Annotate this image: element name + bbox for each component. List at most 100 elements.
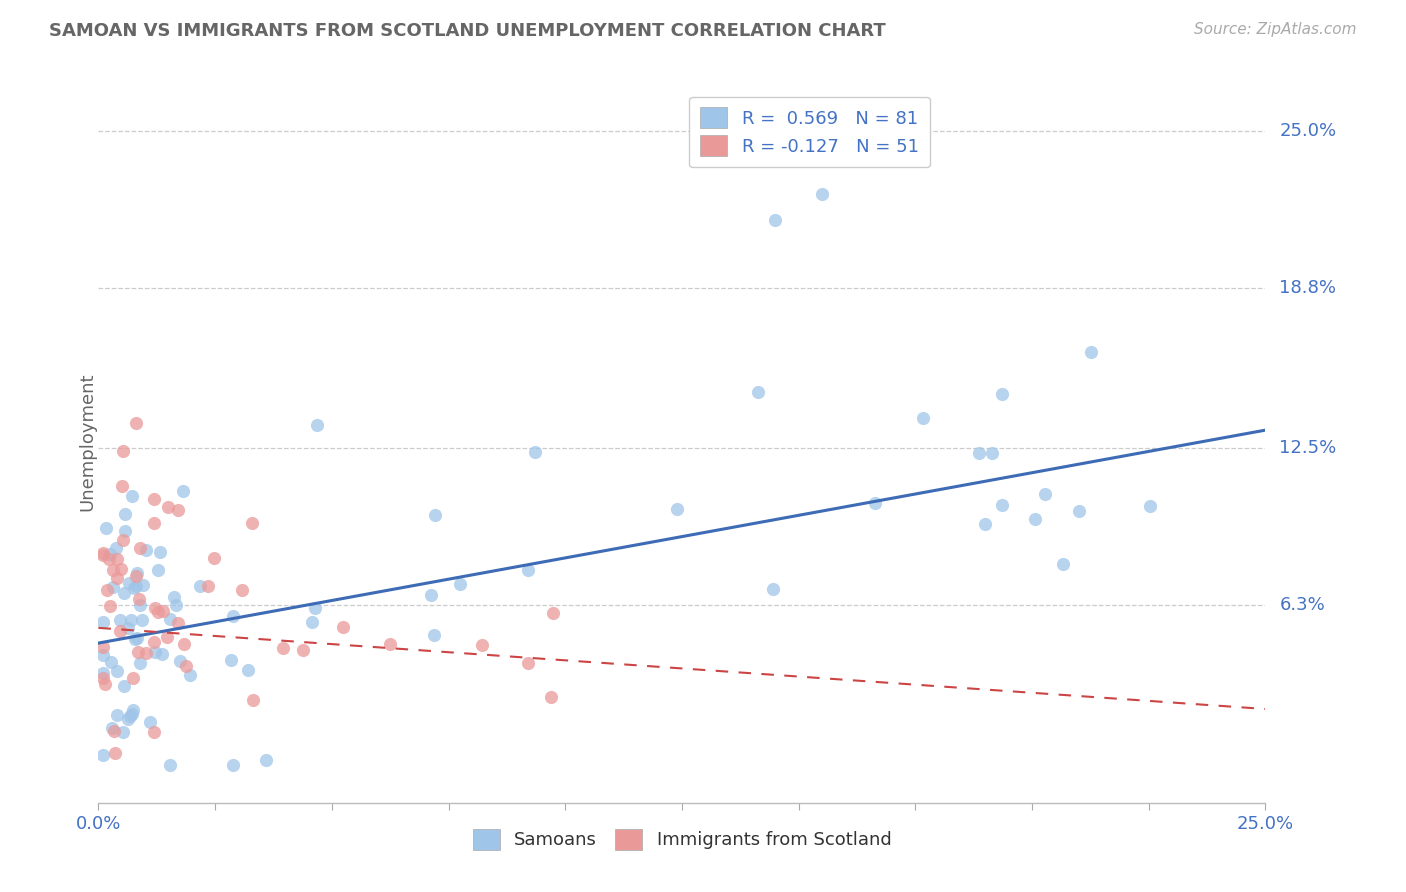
Point	[121, 706, 143, 721]
Point	[135, 646, 157, 660]
Point	[304, 601, 326, 615]
Point	[118, 575, 141, 590]
Point	[108, 613, 131, 627]
Point	[156, 500, 179, 514]
Point	[166, 616, 188, 631]
Point	[523, 444, 546, 458]
Point	[146, 605, 169, 619]
Point	[159, 757, 181, 772]
Y-axis label: Unemployment: Unemployment	[79, 372, 96, 511]
Point	[1067, 504, 1090, 518]
Point	[118, 708, 141, 723]
Point	[176, 658, 198, 673]
Text: 6.3%: 6.3%	[1279, 596, 1324, 614]
Point	[143, 600, 166, 615]
Point	[911, 411, 934, 425]
Point	[990, 387, 1012, 401]
Point	[173, 637, 195, 651]
Point	[163, 590, 186, 604]
Point	[107, 707, 129, 722]
Text: 12.5%: 12.5%	[1279, 439, 1337, 457]
Point	[202, 551, 225, 566]
Point	[143, 491, 166, 506]
Point	[131, 613, 153, 627]
Point	[665, 502, 688, 516]
Point	[127, 631, 149, 645]
Point	[172, 483, 194, 498]
Point	[143, 645, 166, 659]
Point	[111, 533, 134, 547]
Text: SAMOAN VS IMMIGRANTS FROM SCOTLAND UNEMPLOYMENT CORRELATION CHART: SAMOAN VS IMMIGRANTS FROM SCOTLAND UNEMP…	[49, 22, 886, 40]
Point	[121, 489, 143, 503]
Text: 18.8%: 18.8%	[1279, 279, 1337, 297]
Point	[112, 679, 135, 693]
Point	[100, 599, 122, 614]
Point	[127, 566, 149, 581]
Point	[117, 621, 139, 635]
Point	[1024, 512, 1046, 526]
Point	[420, 588, 443, 602]
Point	[105, 552, 128, 566]
Point	[242, 692, 264, 706]
Point	[967, 446, 990, 460]
Point	[91, 666, 114, 681]
Point	[97, 552, 120, 566]
Point	[197, 579, 219, 593]
Point	[98, 547, 121, 561]
Point	[128, 656, 150, 670]
Point	[91, 748, 114, 763]
Point	[143, 635, 166, 649]
Point	[148, 563, 170, 577]
Point	[127, 645, 149, 659]
Point	[121, 703, 143, 717]
Point	[222, 757, 245, 772]
Point	[91, 615, 114, 629]
Point	[103, 723, 125, 738]
Point	[301, 615, 323, 629]
Point	[91, 671, 114, 685]
Legend: Samoans, Immigrants from Scotland: Samoans, Immigrants from Scotland	[464, 820, 900, 859]
Point	[112, 443, 135, 458]
Point	[449, 577, 471, 591]
Point	[104, 541, 127, 555]
Point	[165, 598, 187, 612]
Point	[110, 562, 132, 576]
Point	[305, 417, 328, 432]
Point	[990, 498, 1012, 512]
Point	[222, 608, 245, 623]
Point	[811, 187, 834, 202]
Point	[143, 724, 166, 739]
Text: 25.0%: 25.0%	[1279, 122, 1337, 140]
Point	[132, 578, 155, 592]
Point	[516, 656, 538, 670]
Point	[240, 516, 263, 531]
Point	[96, 521, 118, 535]
Point	[273, 640, 295, 655]
Point	[100, 655, 122, 669]
Point	[169, 654, 191, 668]
Point	[104, 746, 127, 760]
Point	[91, 548, 114, 562]
Point	[139, 715, 162, 730]
Point	[125, 579, 148, 593]
Point	[762, 582, 785, 597]
Point	[1139, 499, 1161, 513]
Point	[763, 212, 786, 227]
Point	[101, 721, 124, 735]
Point	[159, 612, 181, 626]
Point	[167, 503, 190, 517]
Point	[378, 637, 401, 651]
Point	[125, 569, 148, 583]
Point	[117, 712, 139, 726]
Point	[114, 508, 136, 522]
Point	[238, 664, 260, 678]
Point	[103, 563, 125, 577]
Point	[471, 638, 494, 652]
Point	[122, 581, 145, 595]
Point	[124, 632, 146, 647]
Point	[108, 624, 131, 639]
Point	[107, 571, 129, 585]
Point	[129, 541, 152, 555]
Point	[105, 664, 128, 678]
Point	[1080, 345, 1102, 359]
